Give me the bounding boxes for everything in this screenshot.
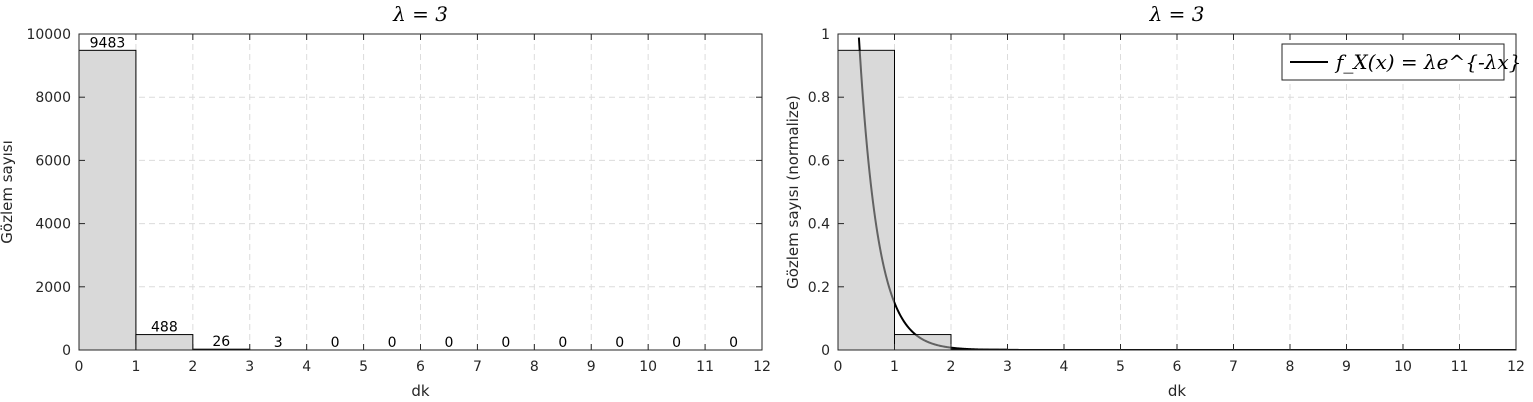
x-tick-label: 9 <box>587 359 596 375</box>
y-tick-label: 0 <box>821 343 830 359</box>
y-tick-label: 0.2 <box>808 280 830 296</box>
x-tick-label: 11 <box>1451 359 1469 375</box>
y-tick-label: 8000 <box>35 90 71 106</box>
x-tick-label: 6 <box>1173 359 1182 375</box>
x-axis-label: dk <box>411 382 430 400</box>
x-tick-label: 8 <box>1286 359 1295 375</box>
bar-data-label: 3 <box>274 335 283 351</box>
x-tick-label: 0 <box>75 359 84 375</box>
legend-entry: f_X(x) = λe^{-λx} <box>1334 50 1521 74</box>
x-tick-label: 6 <box>416 359 425 375</box>
x-tick-label: 12 <box>1507 359 1525 375</box>
x-tick-label: 3 <box>245 359 254 375</box>
bar-data-label: 488 <box>151 320 178 336</box>
bar-data-label: 0 <box>615 335 624 351</box>
bar-data-label: 0 <box>672 335 681 351</box>
x-tick-label: 4 <box>302 359 311 375</box>
x-tick-label: 0 <box>834 359 843 375</box>
y-axis-label: Gözlem sayısı (normalize) <box>784 95 802 289</box>
y-tick-label: 1 <box>821 27 830 43</box>
histogram-bar <box>78 49 137 351</box>
x-tick-label: 8 <box>530 359 539 375</box>
histogram-bar-face <box>895 335 951 350</box>
y-tick-label: 6000 <box>35 153 71 169</box>
y-tick-label: 10000 <box>26 27 71 43</box>
bar-data-label: 0 <box>444 335 453 351</box>
y-tick-label: 0.6 <box>808 153 830 169</box>
y-tick-label: 0.4 <box>808 217 830 233</box>
y-axis-label: Gözlem sayısı <box>0 140 16 243</box>
x-tick-label: 5 <box>359 359 368 375</box>
x-tick-label: 7 <box>1229 359 1238 375</box>
y-tick-label: 0.8 <box>808 90 830 106</box>
x-tick-label: 4 <box>1060 359 1069 375</box>
bar-data-label: 0 <box>501 335 510 351</box>
x-axis-label: dk <box>1168 382 1187 400</box>
x-tick-label: 2 <box>188 359 197 375</box>
plot-area <box>838 34 1516 350</box>
y-tick-label: 0 <box>62 343 71 359</box>
y-tick-label: 2000 <box>35 280 71 296</box>
x-tick-label: 10 <box>639 359 657 375</box>
x-tick-label: 2 <box>947 359 956 375</box>
bar-data-label: 9483 <box>90 35 126 51</box>
density-curve <box>857 37 1516 350</box>
bar-data-label: 0 <box>729 335 738 351</box>
histogram-bar <box>837 49 895 351</box>
bar-data-label: 0 <box>388 335 397 351</box>
legend: f_X(x) = λe^{-λx} <box>1281 43 1521 81</box>
x-tick-label: 12 <box>753 359 771 375</box>
bar-data-label: 26 <box>212 334 230 350</box>
histogram-bar <box>135 334 194 351</box>
bar-data-label: 0 <box>558 335 567 351</box>
x-tick-label: 3 <box>1003 359 1012 375</box>
x-tick-label: 1 <box>890 359 899 375</box>
chart-title: λ = 3 <box>392 2 448 26</box>
x-tick-label: 10 <box>1394 359 1412 375</box>
x-tick-label: 1 <box>131 359 140 375</box>
histogram-bar-face <box>838 50 894 350</box>
x-tick-label: 11 <box>696 359 714 375</box>
x-tick-label: 5 <box>1116 359 1125 375</box>
x-tick-label: 7 <box>473 359 482 375</box>
plot-area <box>79 34 762 350</box>
y-tick-label: 4000 <box>35 217 71 233</box>
chart-title: λ = 3 <box>1149 2 1205 26</box>
chart-1: 0 1 2 3 4 5 6 7 8 9 10 11 120200040006000800010000dk… <box>0 2 771 400</box>
x-tick-label: 9 <box>1342 359 1351 375</box>
bar-data-label: 0 <box>331 335 340 351</box>
